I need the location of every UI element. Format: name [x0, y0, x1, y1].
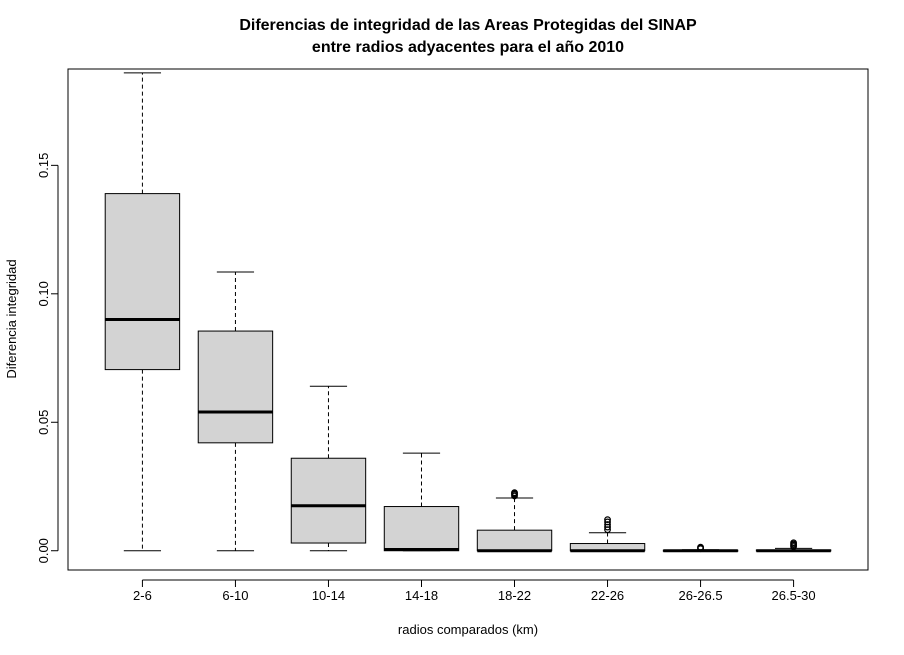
chart-title-line-1: Diferencias de integridad de las Areas P… — [239, 17, 697, 34]
boxes-group — [104, 72, 832, 553]
x-tick-label: 6-10 — [222, 588, 248, 603]
x-tick-label: 26-26.5 — [679, 588, 723, 603]
iqr-box — [197, 330, 274, 444]
x-tick-label: 18-22 — [498, 588, 531, 603]
outlier-point — [697, 543, 704, 551]
x-tick-label: 22-26 — [591, 588, 624, 603]
box-26.5-30 — [755, 539, 832, 553]
x-tick-label: 2-6 — [133, 588, 152, 603]
y-tick-label: 0.00 — [36, 538, 51, 563]
box-10-14 — [290, 385, 367, 552]
x-tick-label: 10-14 — [312, 588, 345, 603]
plot-frame — [67, 68, 869, 571]
box-14-18 — [383, 452, 460, 552]
y-axis: 0.00 0.05 0.10 0.15 — [36, 153, 59, 563]
outlier-point — [604, 521, 611, 528]
iqr-box — [383, 506, 460, 552]
outlier-point — [604, 516, 611, 524]
x-tick-label: 26.5-30 — [772, 588, 816, 603]
x-axis-label: radios comparados (km) — [398, 622, 538, 637]
iqr-box — [290, 457, 367, 544]
box-26-26.5 — [662, 543, 739, 553]
box-6-10 — [197, 271, 274, 552]
box-18-22 — [476, 489, 553, 553]
outlier-point — [790, 539, 797, 547]
y-axis-label: Diferencia integridad — [4, 259, 19, 378]
y-tick-label: 0.10 — [36, 281, 51, 306]
x-tick-label: 14-18 — [405, 588, 438, 603]
box-2-6 — [104, 72, 181, 552]
chart-title-line-2: entre radios adyacentes para el año 2010 — [312, 39, 624, 56]
x-axis: 2-6 6-10 10-14 14-18 18-22 22-26 26-26.5 26.5-3… — [133, 579, 816, 603]
outlier-point — [511, 489, 518, 497]
y-tick-label: 0.05 — [36, 410, 51, 435]
y-tick-label: 0.15 — [36, 153, 51, 178]
iqr-box — [476, 529, 553, 552]
box-22-26 — [569, 516, 646, 553]
outlier-point — [604, 518, 611, 526]
iqr-box — [104, 193, 181, 371]
